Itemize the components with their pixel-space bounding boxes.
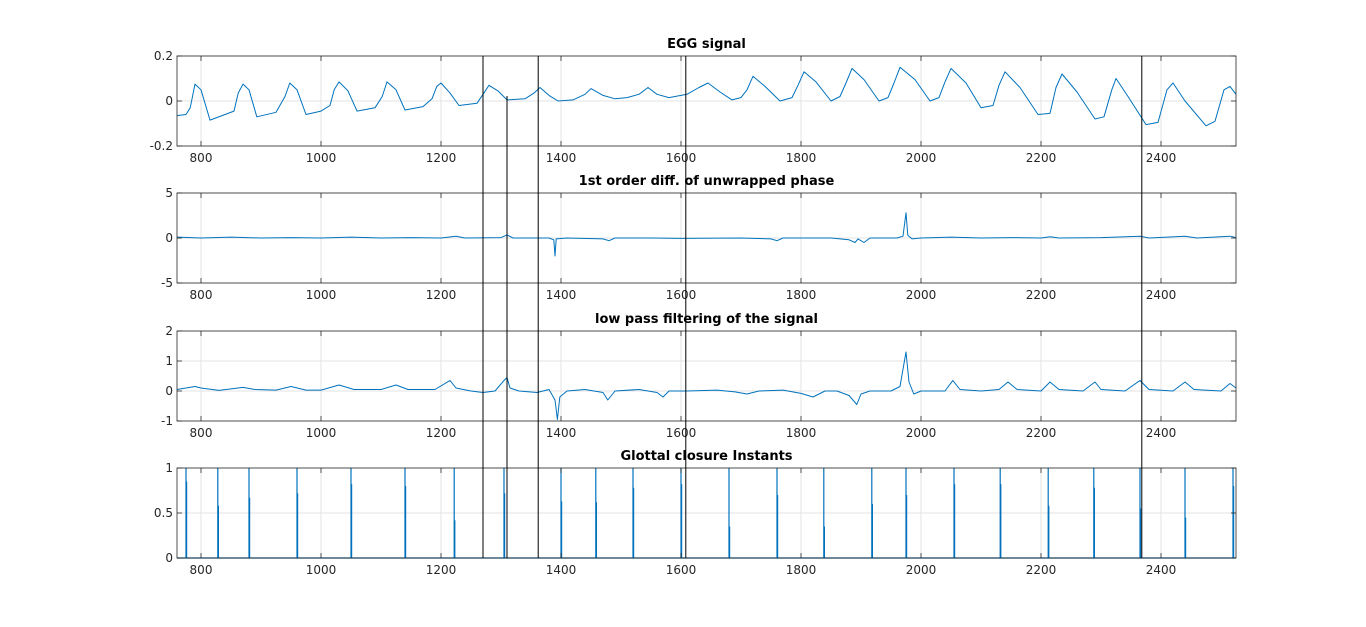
x-tick-label: 2200 — [1026, 563, 1057, 577]
y-tick-label: 0 — [165, 94, 173, 108]
y-tick-label: 1 — [165, 461, 173, 475]
y-tick-label: 5 — [165, 186, 173, 200]
subplot-3: 800 1000 1200 1400 1600 1800 2000 2200 2400 -1 0 1 2… — [161, 312, 1237, 440]
x-tick-label: 2200 — [1026, 426, 1057, 440]
x-tick-label: 1200 — [426, 563, 457, 577]
y-tick-label: 1 — [165, 354, 173, 368]
subplot-2: 800 1000 1200 1400 1600 1800 2000 2200 2400 -5 0 5 1… — [161, 174, 1237, 302]
subplot-title: EGG signal — [667, 37, 746, 52]
x-tick-label: 2400 — [1146, 563, 1177, 577]
x-tick-label: 800 — [190, 288, 213, 302]
y-tick-label: 2 — [165, 324, 173, 338]
subplot-title: low pass filtering of the signal — [595, 312, 818, 327]
series-line — [176, 351, 1237, 420]
x-tick-label: 1800 — [786, 426, 817, 440]
x-tick-label: 1000 — [306, 288, 337, 302]
x-tick-label: 1400 — [546, 288, 577, 302]
series-line — [176, 66, 1237, 127]
subplot-title: 1st order diff. of unwrapped phase — [579, 174, 835, 189]
x-tick-label: 2200 — [1026, 288, 1057, 302]
y-tick-label: -5 — [161, 276, 173, 290]
y-tick-label: 0 — [165, 384, 173, 398]
x-tick-label: 1800 — [786, 151, 817, 165]
x-tick-label: 2000 — [906, 426, 937, 440]
x-tick-label: 800 — [190, 563, 213, 577]
x-tick-label: 1400 — [546, 151, 577, 165]
x-tick-label: 1000 — [306, 426, 337, 440]
x-tick-label: 1600 — [666, 151, 697, 165]
subplot-title: Glottal closure Instants — [620, 449, 792, 464]
x-tick-label: 1000 — [306, 151, 337, 165]
x-tick-label: 2000 — [906, 563, 937, 577]
subplot-4: 800 1000 1200 1400 1600 1800 2000 2200 2400 0 0.5 1… — [154, 449, 1237, 577]
x-tick-label: 1200 — [426, 288, 457, 302]
subplot-group: 800 1000 1200 1400 1600 1800 2000 2200 2400-0.20… — [150, 37, 1237, 577]
y-tick-label: 0.5 — [154, 506, 173, 520]
x-tick-label: 1200 — [426, 426, 457, 440]
x-tick-label: 2200 — [1026, 151, 1057, 165]
axes-box — [176, 330, 1237, 422]
y-tick-label: -1 — [161, 414, 173, 428]
x-tick-label: 1800 — [786, 563, 817, 577]
subplot-1: 800 1000 1200 1400 1600 1800 2000 2200 2400 -0.2 0… — [150, 37, 1237, 165]
x-tick-label: 1600 — [666, 426, 697, 440]
x-tick-label: 1600 — [666, 288, 697, 302]
axes-background — [177, 331, 1236, 421]
x-tick-label: 1800 — [786, 288, 817, 302]
y-tick-label: 0 — [165, 551, 173, 565]
x-tick-label: 2400 — [1146, 151, 1177, 165]
x-tick-label: 2000 — [906, 288, 937, 302]
x-tick-label: 800 — [190, 426, 213, 440]
y-tick-label: -0.2 — [150, 139, 173, 153]
y-tick-label: 0.2 — [154, 49, 173, 63]
x-tick-label: 1400 — [546, 563, 577, 577]
x-tick-label: 2400 — [1146, 288, 1177, 302]
x-tick-label: 1200 — [426, 151, 457, 165]
marker-lines — [482, 56, 1143, 558]
x-tick-label: 1000 — [306, 563, 337, 577]
x-tick-label: 800 — [190, 151, 213, 165]
x-tick-label: 1400 — [546, 426, 577, 440]
x-tick-label: 2000 — [906, 151, 937, 165]
x-tick-label: 2400 — [1146, 426, 1177, 440]
series-line — [176, 212, 1237, 257]
x-tick-label: 1600 — [666, 563, 697, 577]
y-tick-label: 0 — [165, 231, 173, 245]
